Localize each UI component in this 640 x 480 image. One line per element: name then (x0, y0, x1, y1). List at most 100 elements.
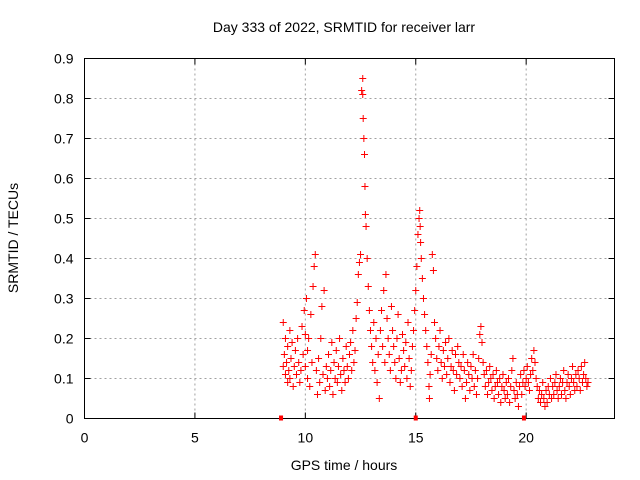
data-point (435, 343, 443, 350)
data-point (491, 383, 499, 390)
data-point (389, 327, 397, 334)
data-point (364, 283, 372, 290)
data-point (558, 391, 565, 398)
y-tick-label: 0.4 (54, 251, 74, 267)
data-point (368, 343, 376, 350)
data-point (394, 311, 402, 318)
data-point (439, 347, 447, 354)
data-point (424, 359, 432, 366)
data-point (284, 343, 292, 350)
data-point (279, 319, 287, 326)
grid (84, 58, 615, 419)
data-point (467, 363, 475, 370)
data-point (546, 375, 554, 382)
data-point (331, 375, 339, 382)
data-point (287, 355, 295, 362)
data-point (407, 367, 415, 374)
data-point (396, 379, 404, 386)
data-point (507, 383, 515, 390)
data-point (312, 367, 320, 374)
data-point (444, 355, 452, 362)
data-point (297, 367, 305, 374)
data-point (426, 371, 434, 378)
data-point (320, 287, 328, 294)
data-point (552, 371, 560, 378)
data-point (296, 379, 304, 386)
data-point (360, 135, 368, 142)
data-point (440, 363, 448, 370)
data-point (502, 379, 510, 386)
data-point (392, 375, 400, 382)
data-point (479, 359, 487, 366)
data-point (577, 363, 585, 370)
data-point (304, 375, 312, 382)
data-point (316, 379, 324, 386)
data-point (506, 399, 514, 406)
data-point (387, 303, 395, 310)
data-point (341, 379, 349, 386)
data-point (286, 327, 294, 334)
data-point (381, 359, 389, 366)
data-point (433, 355, 441, 362)
data-point (542, 387, 550, 394)
data-point (280, 351, 288, 358)
data-point (405, 355, 413, 362)
data-point (285, 367, 293, 374)
data-point (538, 391, 546, 398)
data-point (469, 351, 477, 358)
data-point (480, 371, 488, 378)
data-point (456, 375, 464, 382)
data-point (384, 335, 392, 342)
data-point (291, 347, 299, 354)
data-point (379, 343, 387, 350)
data-point (498, 383, 506, 390)
data-point (366, 327, 374, 334)
data-point (359, 75, 367, 82)
data-point (540, 395, 548, 402)
data-point (434, 367, 442, 374)
data-point (295, 359, 303, 366)
data-point (530, 347, 538, 354)
chart-title: Day 333 of 2022, SRMTID for receiver lar… (213, 19, 476, 35)
y-tick-label: 0.2 (54, 331, 74, 347)
data-point (523, 363, 531, 370)
y-tick-label: 0.5 (54, 211, 74, 227)
data-point (496, 375, 504, 382)
data-point (500, 387, 508, 394)
data-point (501, 395, 509, 402)
data-point (476, 331, 484, 338)
data-point (486, 363, 494, 370)
data-point (309, 283, 317, 290)
data-point (359, 91, 367, 98)
data-point (290, 363, 298, 370)
data-point (437, 359, 445, 366)
data-point (351, 347, 359, 354)
data-point (419, 295, 427, 302)
data-point (410, 327, 418, 334)
data-point (428, 251, 436, 258)
data-point (286, 375, 294, 382)
data-point (361, 211, 369, 218)
data-point (294, 335, 302, 342)
y-axis-label: SRMTID / TECUs (5, 183, 21, 293)
data-point (443, 371, 451, 378)
data-point (402, 339, 410, 346)
data-point (497, 399, 505, 406)
data-point (311, 251, 319, 258)
data-point (334, 363, 342, 370)
data-point (562, 395, 570, 402)
data-point (404, 319, 412, 326)
data-point (332, 347, 340, 354)
data-point (489, 371, 497, 378)
data-point (365, 307, 373, 314)
data-point (514, 403, 522, 410)
data-point (305, 335, 313, 342)
data-point (408, 343, 416, 350)
zero-marker (279, 415, 284, 421)
data-point (567, 375, 575, 382)
data-point (397, 367, 405, 374)
y-tick-label: 0.9 (54, 51, 74, 67)
data-point (390, 343, 398, 350)
data-point (358, 87, 366, 94)
